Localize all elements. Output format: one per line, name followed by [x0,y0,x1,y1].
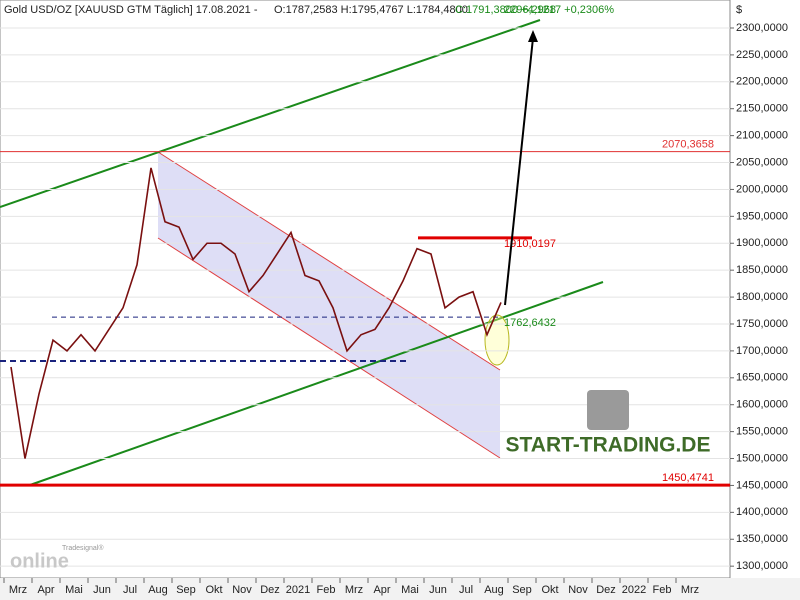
x-tick-label: Apr [37,584,54,596]
y-tick-label: 1550,0000 [736,426,788,438]
x-tick-label: Mrz [681,584,699,596]
x-tick-label: Dez [260,584,280,596]
x-tick-label: Mrz [345,584,363,596]
brand: START-TRADING.DE [506,434,711,457]
y-tick-label: 1850,0000 [736,264,788,276]
target-label: 2296,2968 [504,4,556,16]
x-tick-label: Jun [429,584,447,596]
level-label: 2070,3658 [662,138,714,150]
x-tick-label: Jul [123,584,137,596]
target-arrow [504,37,534,306]
currency: $ [736,4,742,16]
y-tick-label: 2300,0000 [736,22,788,34]
y-tick-label: 1400,0000 [736,506,788,518]
arrow-head [528,29,538,42]
x-tick-label: Apr [373,584,390,596]
platform-top: Tradesignal® [62,544,104,552]
x-tick-label: Aug [148,584,168,596]
y-tick-label: 2050,0000 [736,156,788,168]
header-ohlc: O:1787,2583 H:1795,4767 L:1784,4800 [274,4,468,16]
layer: 2070,3658 1450,4741 1910,0197 1762,6432 2296… [0,4,730,567]
price-line [10,167,502,459]
x-tick-label: Okt [541,584,558,596]
y-tick-label: 2100,0000 [736,130,788,142]
x-tick-label: Feb [653,584,672,596]
y-tick-label: 1600,0000 [736,399,788,411]
x-tick-label: Nov [568,584,588,596]
y-tick-label: 1800,0000 [736,291,788,303]
y-tick-label: 1350,0000 [736,533,788,545]
x-tick-label: Sep [512,584,532,596]
channel-line [157,237,501,459]
x-tick-label: Nov [232,584,252,596]
y-tick-label: 1450,0000 [736,479,788,491]
trend-line [29,281,604,486]
x-tick-label: Jun [93,584,111,596]
x-tick-label: 2022 [622,584,646,596]
y-tick-label: 1900,0000 [736,237,788,249]
y-tick-label: 2150,0000 [736,103,788,115]
y-tick-label: 1500,0000 [736,452,788,464]
y-tick-label: 1300,0000 [736,560,788,572]
logo-icon [587,390,629,430]
x-tick-label: Sep [176,584,196,596]
trend-line [0,19,541,208]
y-tick-label: 2200,0000 [736,76,788,88]
resistance-label: 1910,0197 [504,238,556,250]
level-label: 1450,4741 [662,472,714,484]
channel-fill [158,152,500,458]
x-tick-label: Dez [596,584,616,596]
x-tick-label: 2021 [286,584,310,596]
x-tick-label: Mai [401,584,419,596]
x-tick-label: Okt [205,584,222,596]
x-tick-label: Aug [484,584,504,596]
x-tick-label: Mai [65,584,83,596]
y-tick-label: 1950,0000 [736,210,788,222]
x-tick-label: Feb [317,584,336,596]
y-tick-label: 1650,0000 [736,372,788,384]
x-tick-label: Mrz [9,584,27,596]
y-tick-label: 1750,0000 [736,318,788,330]
support-label: 1762,6432 [504,317,556,329]
header-symbol: Gold USD/OZ [XAUUSD GTM Täglich] 17.08.2… [4,4,258,16]
x-tick-label: Jul [459,584,473,596]
y-tick-label: 1700,0000 [736,345,788,357]
channel-line [157,151,501,371]
platform: online [10,550,69,572]
header-change: C:1791,3800 +4,1217 +0,2306% [455,4,614,16]
y-tick-label: 2000,0000 [736,183,788,195]
y-tick-label: 2250,0000 [736,49,788,61]
x-axis-area [0,578,800,600]
